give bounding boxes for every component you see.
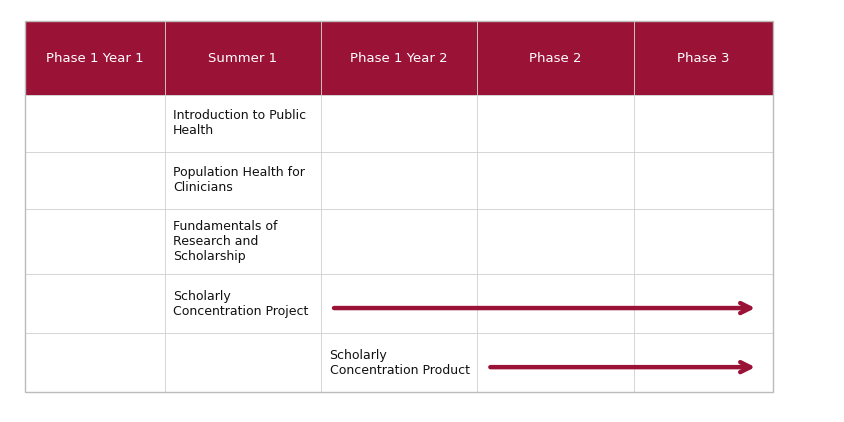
Bar bbox=[165, 95, 321, 152]
Bar bbox=[477, 209, 633, 274]
Bar bbox=[477, 274, 633, 333]
Bar bbox=[25, 21, 772, 392]
Text: Scholarly
Concentration Product: Scholarly Concentration Product bbox=[329, 349, 469, 377]
Bar bbox=[25, 21, 165, 95]
Text: Introduction to Public
Health: Introduction to Public Health bbox=[173, 109, 306, 138]
Bar bbox=[165, 274, 321, 333]
Text: Scholarly
Concentration Project: Scholarly Concentration Project bbox=[173, 290, 308, 318]
Text: Phase 3: Phase 3 bbox=[676, 51, 729, 65]
Bar bbox=[25, 333, 165, 392]
Bar bbox=[25, 274, 165, 333]
Text: Summer 1: Summer 1 bbox=[208, 51, 277, 65]
Bar bbox=[477, 333, 633, 392]
Bar bbox=[633, 209, 772, 274]
Text: Fundamentals of
Research and
Scholarship: Fundamentals of Research and Scholarship bbox=[173, 220, 278, 263]
Bar bbox=[321, 21, 477, 95]
Bar bbox=[25, 95, 165, 152]
Bar bbox=[165, 152, 321, 209]
Bar bbox=[321, 152, 477, 209]
Bar bbox=[633, 95, 772, 152]
Bar bbox=[165, 209, 321, 274]
Text: Phase 1 Year 2: Phase 1 Year 2 bbox=[350, 51, 447, 65]
Bar bbox=[477, 152, 633, 209]
Bar bbox=[165, 333, 321, 392]
Bar bbox=[633, 333, 772, 392]
Text: Phase 1 Year 1: Phase 1 Year 1 bbox=[46, 51, 143, 65]
Bar bbox=[477, 21, 633, 95]
Bar bbox=[165, 21, 321, 95]
Bar bbox=[633, 21, 772, 95]
Bar bbox=[477, 95, 633, 152]
Bar bbox=[321, 209, 477, 274]
Text: Phase 2: Phase 2 bbox=[528, 51, 582, 65]
Bar bbox=[25, 152, 165, 209]
Bar bbox=[633, 152, 772, 209]
Text: Population Health for
Clinicians: Population Health for Clinicians bbox=[173, 166, 305, 195]
Bar bbox=[25, 209, 165, 274]
Bar bbox=[321, 274, 477, 333]
Bar bbox=[321, 95, 477, 152]
Bar bbox=[321, 333, 477, 392]
Bar bbox=[633, 274, 772, 333]
